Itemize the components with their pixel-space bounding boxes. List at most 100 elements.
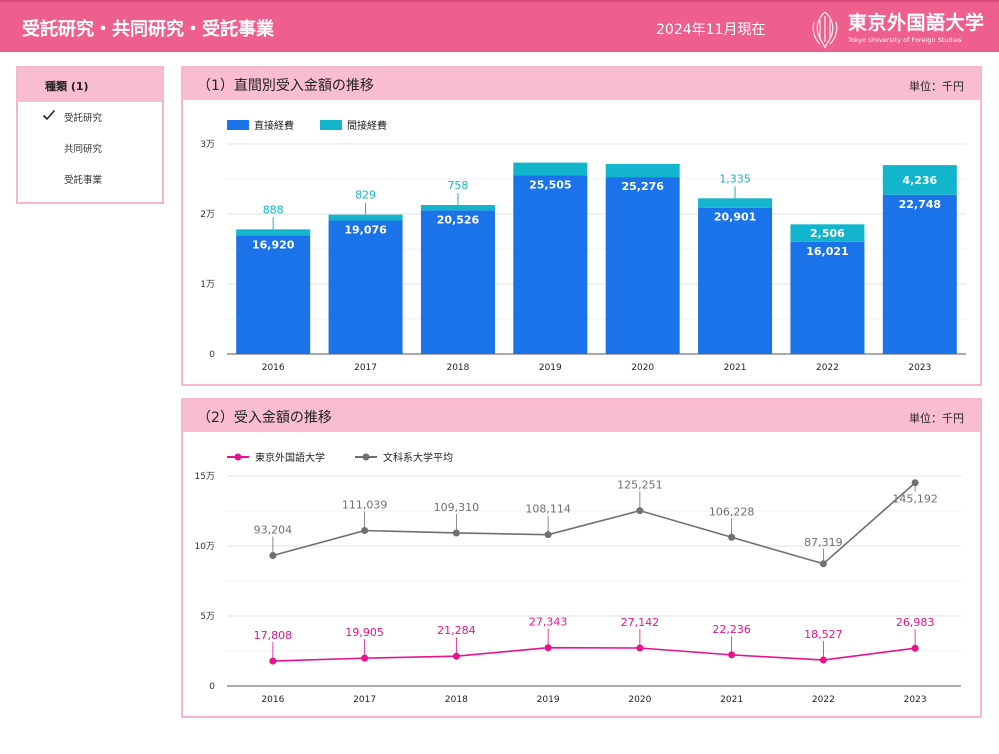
y-tick-label: 15万 <box>195 472 215 482</box>
bar-direct-2020 <box>605 177 680 354</box>
university-logo: 東京外国語大学 Tokyo University of Foreign Stud… <box>806 8 986 50</box>
y-tick-label: 2万 <box>200 210 215 220</box>
legend-label: 東京外国語大学 <box>255 451 325 464</box>
bar-indirect-2019 <box>513 162 588 176</box>
data-label-indirect: 2,506 <box>810 227 845 240</box>
university-emblem-icon <box>812 11 838 49</box>
legend-label: 直接経費 <box>254 119 294 132</box>
data-label-indirect: 4,236 <box>902 174 937 187</box>
data-point <box>544 531 552 539</box>
panel-header: （1）直間別受入金額の推移 単位：千円 <box>183 68 980 100</box>
data-point <box>636 507 644 515</box>
bar-direct-2021 <box>698 207 773 354</box>
data-label: 18,527 <box>804 628 843 641</box>
filter-item-label: 共同研究 <box>64 144 103 155</box>
data-point <box>819 560 827 568</box>
x-tick-label: 2018 <box>445 695 468 705</box>
legend-marker <box>234 453 242 461</box>
bar-direct-2017 <box>328 220 403 354</box>
legend-label: 文科系大学平均 <box>383 451 453 464</box>
filter-item-label: 受託事業 <box>64 175 103 186</box>
data-label: 19,905 <box>345 626 384 639</box>
x-tick-label: 2017 <box>353 695 376 705</box>
data-label: 109,310 <box>434 501 480 514</box>
data-label-direct: 20,901 <box>714 211 756 224</box>
bar-indirect-2018 <box>420 205 495 211</box>
logo-name: 東京外国語大学 <box>848 12 985 34</box>
legend-swatch <box>227 120 249 130</box>
y-tick-label: 1万 <box>200 280 215 290</box>
data-label: 108,114 <box>525 503 571 516</box>
x-tick-label: 2023 <box>908 363 931 373</box>
x-tick-label: 2019 <box>537 695 560 705</box>
series-line-tufs <box>272 646 916 662</box>
data-label-direct: 22,748 <box>899 198 941 211</box>
data-label-indirect: 758 <box>447 179 468 192</box>
data-label-indirect: 829 <box>355 189 376 202</box>
filter-item-kyodo-kenkyu[interactable]: 共同研究 <box>18 137 162 157</box>
x-tick-label: 2022 <box>816 363 839 373</box>
data-point <box>361 654 369 662</box>
bar-direct-2019 <box>513 175 588 354</box>
series-line-average <box>272 482 916 565</box>
panel-title: （2）受入金額の推移 <box>197 410 332 426</box>
data-label-direct: 25,276 <box>621 180 664 193</box>
bar-indirect-2021 <box>698 198 773 208</box>
y-tick-label: 10万 <box>195 542 215 552</box>
panel-receipt-trend: （2）受入金額の推移 単位：千円 0 5万 10万 15万 東京外国語大学 文科系大学平均… <box>181 398 982 718</box>
header-bar: 受託研究・共同研究・受託事業 2024年11月現在 東京外国語大学 Tokyo … <box>0 0 999 52</box>
data-point <box>728 651 736 659</box>
data-point <box>544 644 552 652</box>
panel-header: （2）受入金額の推移 単位：千円 <box>183 400 980 432</box>
x-tick-label: 2021 <box>724 363 747 373</box>
data-point <box>728 533 736 541</box>
data-label: 106,228 <box>709 505 755 518</box>
x-tick-label: 2019 <box>539 363 562 373</box>
data-label: 125,251 <box>617 479 663 492</box>
data-label: 27,343 <box>529 616 568 629</box>
filter-item-jutaku-jigyo[interactable]: 受託事業 <box>18 168 162 188</box>
filter-item-jutaku-kenkyu[interactable]: 受託研究 <box>18 106 162 126</box>
panel-unit: 単位：千円 <box>909 412 964 425</box>
report-date: 2024年11月現在 <box>656 22 766 38</box>
data-label-direct: 16,021 <box>806 245 848 258</box>
data-point <box>911 644 919 652</box>
stacked-bar-chart: 0 1万 2万 3万 直接経費 間接経費 16,920 888 2016 19,076 829 201… <box>200 119 966 373</box>
filter-title[interactable]: 種類 (1) <box>18 68 162 102</box>
x-tick-label: 2022 <box>812 695 835 705</box>
data-point <box>636 644 644 652</box>
logo-subtitle: Tokyo University of Foreign Studies <box>848 36 962 44</box>
x-tick-label: 2021 <box>720 695 743 705</box>
x-tick-label: 2020 <box>631 363 654 373</box>
data-label: 17,808 <box>254 629 293 642</box>
data-label-indirect: 888 <box>263 203 284 216</box>
y-tick-label: 0 <box>209 350 215 360</box>
bar-direct-2018 <box>420 210 495 354</box>
bar-indirect-2020 <box>605 164 680 178</box>
x-tick-label: 2018 <box>446 363 469 373</box>
y-tick-label: 0 <box>209 682 215 692</box>
panel-direct-indirect: （1）直間別受入金額の推移 単位：千円 0 1万 2万 3万 直接経費 間接経費 16,92… <box>181 66 982 386</box>
data-label: 145,192 <box>892 493 938 506</box>
type-filter: 種類 (1) 受託研究 共同研究 受託事業 <box>16 66 164 204</box>
data-label: 21,284 <box>437 624 476 637</box>
data-label: 87,319 <box>804 536 843 549</box>
data-point <box>452 529 460 537</box>
data-label: 111,039 <box>342 499 388 512</box>
filter-item-label: 受託研究 <box>64 113 103 124</box>
x-tick-label: 2016 <box>261 695 284 705</box>
bar-indirect-2017 <box>328 214 403 221</box>
data-point <box>269 657 277 665</box>
data-label: 22,236 <box>712 623 751 636</box>
data-label-direct: 19,076 <box>344 223 387 236</box>
x-tick-label: 2017 <box>354 363 377 373</box>
bar-indirect-2022 <box>790 224 865 242</box>
checkmark-icon <box>42 109 56 121</box>
data-point <box>911 479 919 487</box>
data-point <box>269 552 277 560</box>
y-tick-label: 5万 <box>200 612 215 622</box>
bar-direct-2023 <box>882 194 957 354</box>
panel-unit: 単位：千円 <box>909 80 964 93</box>
y-tick-label: 3万 <box>200 140 215 150</box>
legend-swatch <box>320 120 342 130</box>
